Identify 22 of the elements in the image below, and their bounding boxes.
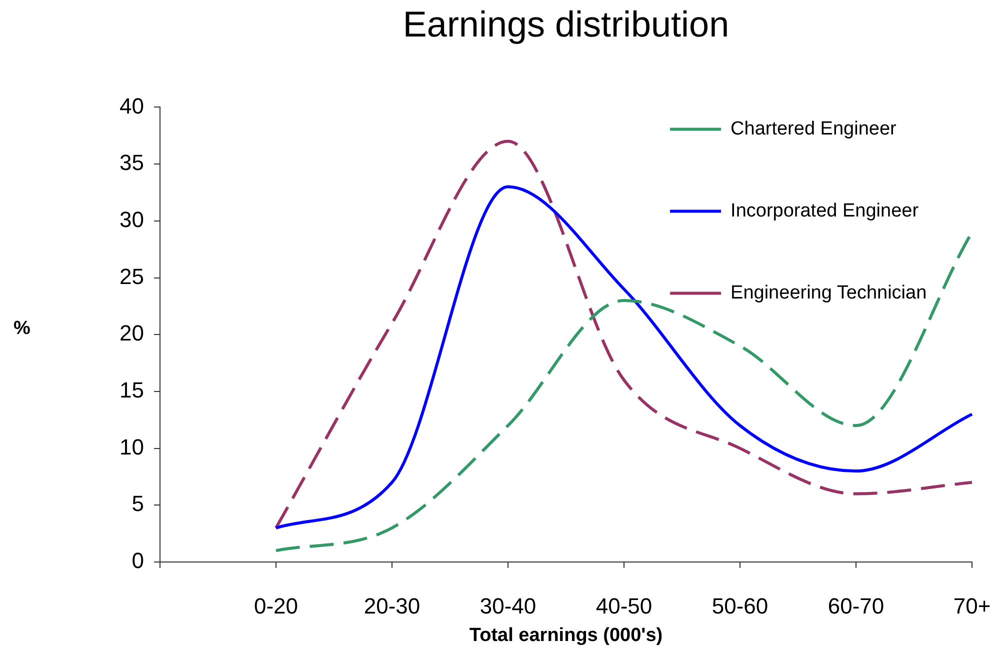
- x-tick-label: 50-60: [712, 593, 768, 618]
- y-tick-label: 40: [120, 93, 144, 118]
- y-tick-label: 10: [120, 434, 144, 460]
- legend-label: Engineering Technician: [730, 282, 927, 304]
- x-tick-label: 30-40: [480, 593, 536, 618]
- y-tick-label: 25: [120, 264, 144, 289]
- x-tick-label: 20-30: [364, 593, 420, 618]
- x-tick-label: 40-50: [596, 593, 652, 618]
- x-tick-label: 60-70: [828, 593, 884, 618]
- x-tick-label: 0-20: [254, 593, 298, 618]
- chart-title: Earnings distribution: [402, 4, 730, 45]
- y-tick-label: 5: [132, 491, 144, 516]
- y-tick-label: 20: [120, 320, 144, 346]
- y-tick-label: 35: [120, 150, 144, 176]
- y-tick-label: 0: [132, 548, 144, 574]
- x-tick-label: 70+: [953, 593, 991, 618]
- y-axis-title: %: [14, 318, 31, 339]
- y-tick-label: 15: [120, 378, 144, 403]
- legend-label: Chartered Engineer: [730, 118, 898, 140]
- x-axis-title: Total earnings (000's): [469, 624, 663, 646]
- y-tick-label: 30: [120, 206, 144, 232]
- legend-label: Incorporated Engineer: [730, 200, 920, 222]
